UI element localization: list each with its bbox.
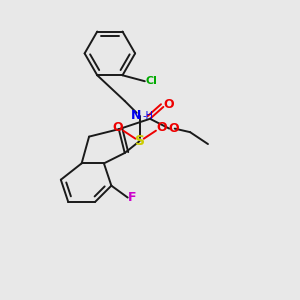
Text: O: O [156, 121, 166, 134]
Text: O: O [112, 121, 123, 134]
Text: O: O [164, 98, 174, 111]
Text: Cl: Cl [146, 76, 157, 86]
Text: F: F [128, 191, 137, 204]
Text: N: N [130, 109, 141, 122]
Text: O: O [169, 122, 179, 135]
Text: S: S [135, 134, 145, 148]
Text: -H: -H [142, 111, 153, 121]
